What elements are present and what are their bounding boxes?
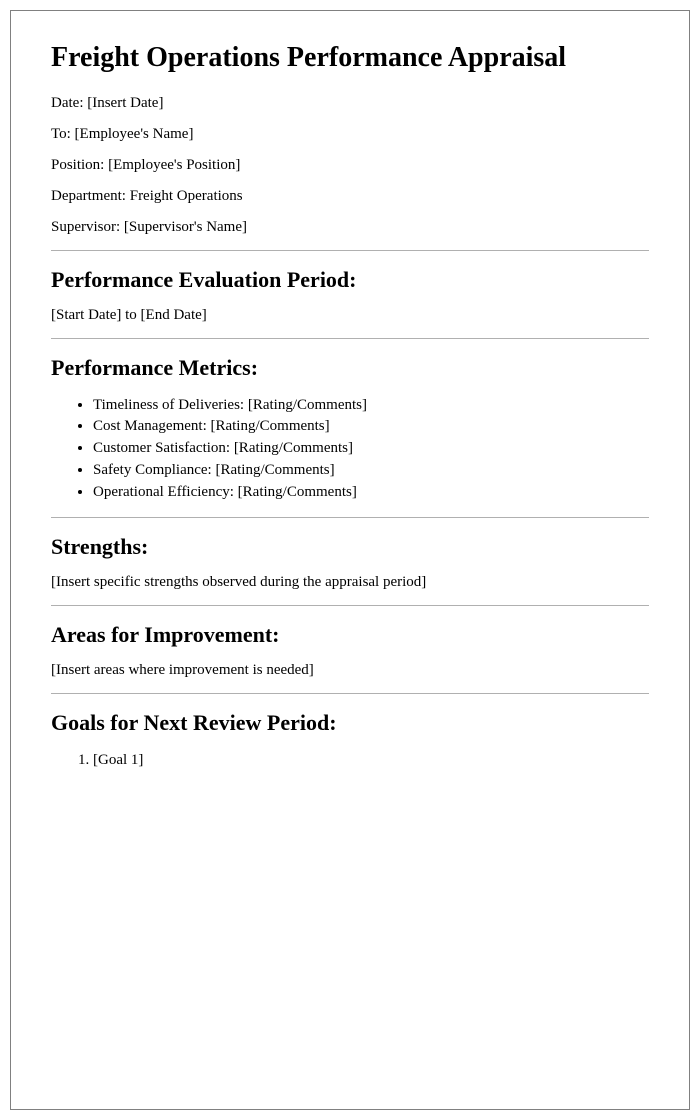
strengths-content: [Insert specific strengths observed duri… bbox=[51, 574, 649, 591]
document-title: Freight Operations Performance Appraisal bbox=[51, 41, 649, 75]
section-heading-strengths: Strengths: bbox=[51, 534, 649, 560]
field-department: Department: Freight Operations bbox=[51, 188, 649, 205]
divider bbox=[51, 338, 649, 339]
section-heading-improvement: Areas for Improvement: bbox=[51, 622, 649, 648]
metric-item: Safety Compliance: [Rating/Comments] bbox=[93, 460, 649, 482]
field-supervisor: Supervisor: [Supervisor's Name] bbox=[51, 219, 649, 236]
metric-item: Customer Satisfaction: [Rating/Comments] bbox=[93, 438, 649, 460]
improvement-content: [Insert areas where improvement is neede… bbox=[51, 662, 649, 679]
section-heading-period: Performance Evaluation Period: bbox=[51, 267, 649, 293]
metric-item: Cost Management: [Rating/Comments] bbox=[93, 416, 649, 438]
field-date: Date: [Insert Date] bbox=[51, 95, 649, 112]
section-heading-goals: Goals for Next Review Period: bbox=[51, 710, 649, 736]
goals-list: [Goal 1] bbox=[93, 750, 649, 772]
metric-item: Timeliness of Deliveries: [Rating/Commen… bbox=[93, 395, 649, 417]
document-page: Freight Operations Performance Appraisal… bbox=[10, 10, 690, 1110]
section-heading-metrics: Performance Metrics: bbox=[51, 355, 649, 381]
metrics-list: Timeliness of Deliveries: [Rating/Commen… bbox=[93, 395, 649, 504]
metric-item: Operational Efficiency: [Rating/Comments… bbox=[93, 482, 649, 504]
goal-item: [Goal 1] bbox=[93, 750, 649, 772]
divider bbox=[51, 605, 649, 606]
field-position: Position: [Employee's Position] bbox=[51, 157, 649, 174]
divider bbox=[51, 250, 649, 251]
period-content: [Start Date] to [End Date] bbox=[51, 307, 649, 324]
divider bbox=[51, 693, 649, 694]
field-to: To: [Employee's Name] bbox=[51, 126, 649, 143]
divider bbox=[51, 517, 649, 518]
